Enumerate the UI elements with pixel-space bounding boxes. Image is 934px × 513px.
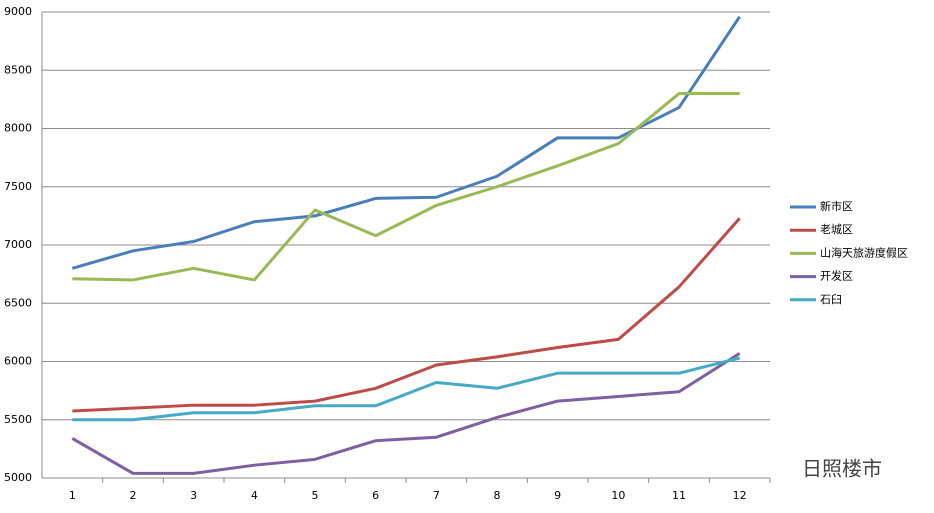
x-tick-label: 12 [733, 489, 747, 502]
x-tick-label: 5 [312, 489, 319, 502]
x-tick-label: 8 [494, 489, 501, 502]
x-tick-label: 6 [372, 489, 379, 502]
legend-label: 石臼 [820, 292, 842, 306]
y-tick-label: 5000 [4, 471, 32, 484]
x-tick-label: 1 [69, 489, 76, 502]
y-tick-label: 8500 [4, 63, 32, 76]
y-tick-label: 5500 [4, 413, 32, 426]
watermark: 日照楼市 [802, 457, 882, 481]
legend-label: 老城区 [820, 223, 853, 236]
series-line [72, 217, 741, 413]
series-line [71, 352, 741, 475]
legend-label: 开发区 [820, 269, 853, 283]
x-tick-label: 9 [554, 489, 561, 502]
y-tick-label: 7000 [4, 238, 32, 251]
y-tick-label: 9000 [4, 5, 32, 18]
series-line [71, 15, 741, 270]
series-line [72, 356, 741, 422]
x-tick-label: 10 [611, 489, 625, 502]
y-tick-label: 8000 [4, 122, 32, 135]
y-tick-label: 6000 [4, 355, 32, 368]
x-tick-label: 7 [433, 489, 440, 502]
x-tick-label: 11 [672, 489, 686, 502]
series-line [72, 92, 740, 282]
x-tick-label: 2 [130, 489, 137, 502]
y-tick-label: 6500 [4, 296, 32, 309]
x-tick-label: 3 [190, 489, 197, 502]
legend-label: 新市区 [820, 199, 853, 213]
legend-label: 山海天旅游度假区 [820, 245, 908, 259]
y-tick-label: 7500 [4, 180, 32, 193]
x-tick-label: 4 [251, 489, 258, 502]
